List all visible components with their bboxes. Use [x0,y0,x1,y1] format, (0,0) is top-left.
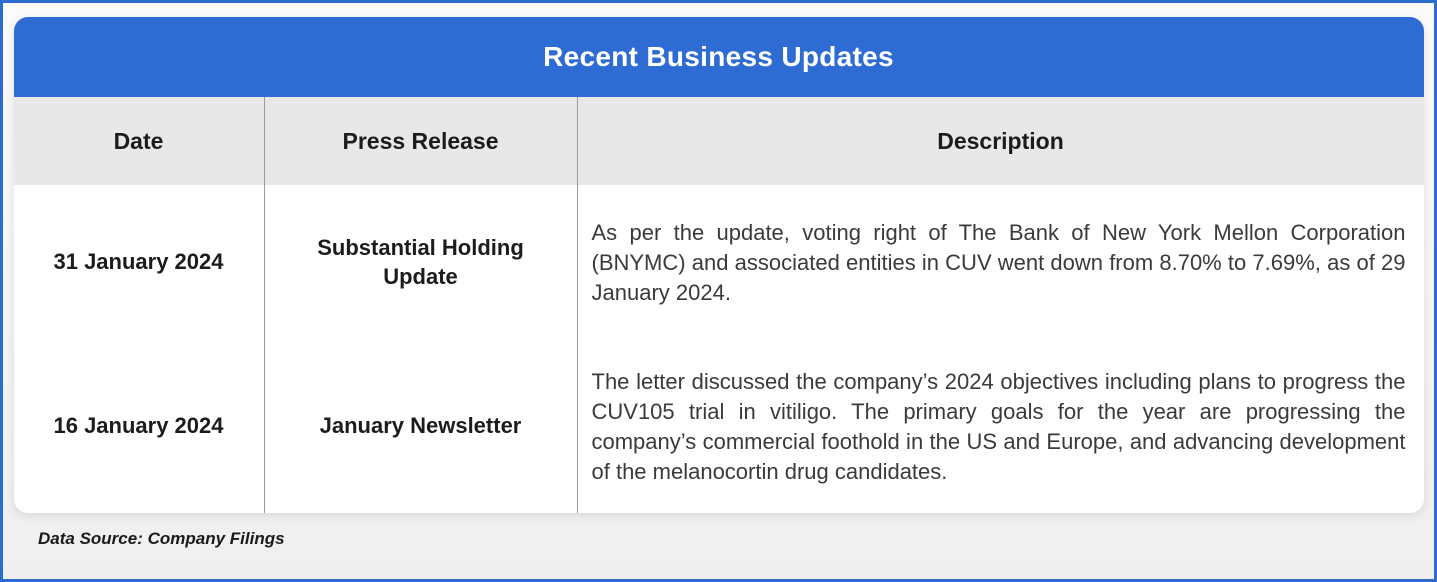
description-cell: The letter discussed the company’s 2024 … [577,340,1424,513]
table-row: 16 January 2024 January Newsletter The l… [13,340,1424,513]
table-header-row: Date Press Release Description [13,97,1424,185]
title-bar: Recent Business Updates [13,17,1424,97]
footer: Data Source: Company Filings [3,513,1434,565]
page-title: Recent Business Updates [543,41,894,72]
column-header-date: Date [13,97,265,185]
column-header-press-release: Press Release [264,97,578,185]
column-header-description: Description [577,97,1424,185]
description-cell: As per the update, voting right of The B… [577,185,1424,340]
table-row: 31 January 2024 Substantial Holding Upda… [13,185,1424,340]
business-updates-card: Recent Business Updates Date Press Relea… [13,17,1424,513]
date-cell: 16 January 2024 [13,340,265,513]
press-release-cell: January Newsletter [264,340,578,513]
press-release-cell: Substantial Holding Update [264,185,578,340]
date-cell: 31 January 2024 [13,185,265,340]
data-source-note: Data Source: Company Filings [38,529,285,548]
